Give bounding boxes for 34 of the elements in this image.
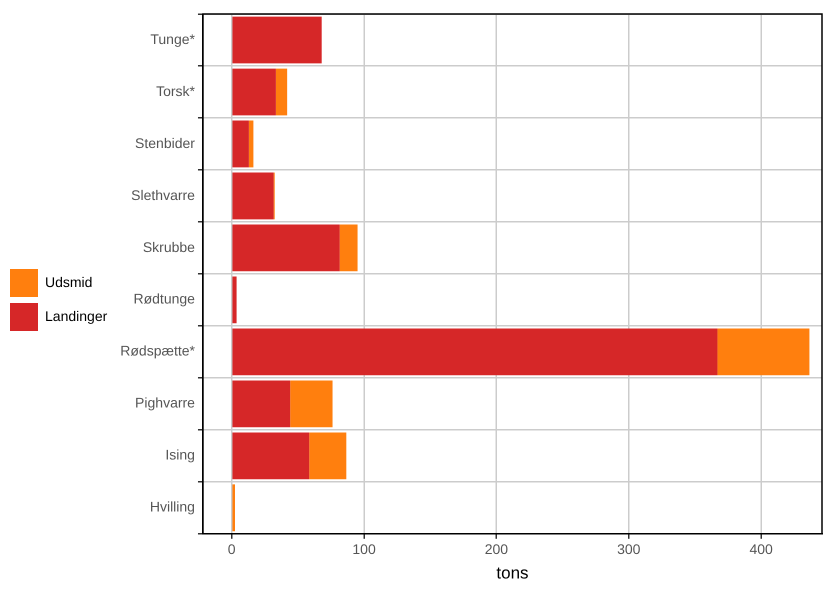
y-tick-label: Slethvarre bbox=[131, 186, 196, 203]
y-tick-label: Tunge* bbox=[150, 30, 196, 47]
bar bbox=[276, 68, 288, 116]
bar bbox=[232, 224, 340, 272]
bar bbox=[232, 276, 237, 324]
x-tick-label: 300 bbox=[617, 541, 641, 558]
y-tick-label: Torsk* bbox=[156, 82, 196, 99]
y-tick-label: Pighvarre bbox=[135, 394, 196, 411]
bar bbox=[232, 172, 274, 220]
x-axis-title: tons bbox=[496, 563, 529, 582]
bar bbox=[232, 120, 249, 168]
legend-label: Udsmid bbox=[45, 274, 92, 290]
bar bbox=[232, 328, 718, 376]
y-tick-label: Hvilling bbox=[150, 498, 195, 515]
x-tick-label: 400 bbox=[749, 541, 774, 558]
bar bbox=[232, 380, 290, 428]
bar bbox=[717, 328, 810, 376]
bar bbox=[232, 432, 310, 480]
y-tick-label: Rødspætte* bbox=[120, 342, 196, 359]
y-tick-label: Rødtunge bbox=[133, 290, 196, 307]
bar bbox=[248, 120, 254, 168]
bar bbox=[340, 224, 358, 272]
bar bbox=[232, 16, 322, 64]
y-tick-label: Ising bbox=[165, 446, 195, 463]
bar bbox=[232, 68, 276, 116]
y-tick-label: Skrubbe bbox=[142, 238, 196, 255]
bar bbox=[290, 380, 333, 428]
y-tick-label: Stenbider bbox=[135, 134, 196, 151]
legend-label: Landinger bbox=[45, 308, 108, 324]
x-tick-label: 100 bbox=[352, 541, 376, 558]
bar bbox=[309, 432, 346, 480]
x-tick-label: 200 bbox=[484, 541, 508, 558]
x-tick-label: 0 bbox=[228, 541, 236, 558]
bar bbox=[232, 484, 235, 532]
